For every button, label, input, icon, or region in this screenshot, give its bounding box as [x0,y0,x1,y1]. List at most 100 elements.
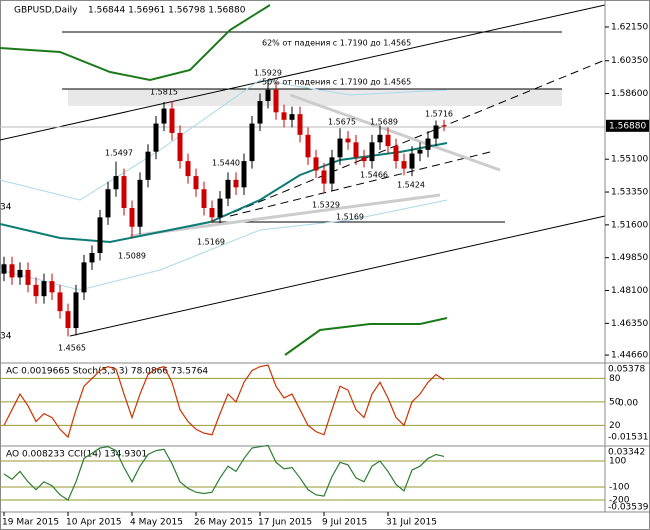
zone [68,89,562,106]
y-tick-label: 1.55100 [611,155,648,165]
x-tick-label: 9 Jul 2015 [322,518,367,528]
candle-body [169,108,175,133]
window-title: GBPUSD,Daily [14,6,78,16]
candle-body [1,264,7,274]
candle-body [345,138,351,143]
y-tick-label: 1.62150 [611,22,648,32]
x-tick-label: 26 May 2015 [194,518,253,528]
candle-body [361,157,367,162]
candle-body [321,170,327,184]
candle-body [217,198,223,218]
candle-body [329,157,335,184]
x-tick-label: 31 Jul 2015 [386,518,437,528]
axis-label: -0.01531 [608,433,648,443]
trend-line [209,59,606,223]
envelope [284,317,448,356]
candle-body [105,189,111,218]
candle-body [385,134,391,147]
candle-body [337,138,343,158]
envelope [0,4,271,82]
candle-body [369,142,375,162]
candle-body [305,134,311,158]
indicator-line [3,364,445,439]
annotation: 1.5675 [328,118,356,127]
candle-body [73,292,79,329]
candle-body [129,207,135,227]
pattern-line [289,93,501,172]
ohlc-header: 1.56844 1.56961 1.56798 1.56880 [88,6,246,16]
y-tick-label: 50 [609,397,621,407]
indicator-title: AC 0.0019665 Stoch(5,3,3) 78.0866 73.576… [6,367,208,377]
candle-body [417,149,423,154]
candle-body [145,151,151,180]
x-tick-label: 4 May 2015 [130,518,183,528]
price-label: 1.56880 [609,121,646,131]
channel-line [0,4,606,141]
candle-body [137,179,143,227]
candle-body [49,281,55,293]
annotation: 1.5089 [118,252,146,261]
candle-body [9,264,15,278]
candle-body [121,176,127,208]
y-tick-label: -100 [609,483,630,493]
candle-body [97,217,103,254]
candle-body [25,269,31,285]
axis-label: 0.00 [618,399,638,409]
annotation: 1.5169 [336,213,364,222]
annotation: 50% от падения с 1.7190 до 1.4565 [262,78,411,87]
trend-line [229,151,491,217]
candle-body [161,108,167,124]
annotation: 1.5815 [150,88,178,97]
annotation: 62% от падения с 1.7190 до 1.4565 [262,39,411,48]
axis-label: -0.03539 [608,503,649,513]
annotation: 1.5440 [212,159,240,168]
y-tick-label: 1.46350 [611,319,648,329]
y-tick-label: 1.60350 [611,56,648,66]
candle-body [233,179,239,188]
candle-body [241,161,247,188]
candle-body [425,138,431,150]
price-box [606,119,649,132]
candle-body [65,311,71,329]
annotation: 1.4565 [58,344,86,353]
candle-body [281,112,287,120]
annotation: 1.5329 [312,201,340,210]
candle-body [249,123,255,162]
candle-body [377,134,383,143]
candle-body [409,153,415,169]
cut-label: 34 [0,332,12,342]
annotation: 1.5689 [370,118,398,127]
candle-body [57,292,63,312]
y-tick-label: 1.58600 [611,89,648,99]
candle-body [113,176,119,190]
annotation: 1.5497 [105,149,133,158]
candle-body [257,101,263,124]
candle-body [289,114,295,120]
annotation: 1.5466 [360,171,388,180]
annotation: 1.5424 [397,181,425,190]
pattern-line [129,193,441,238]
x-tick-label: 19 Mar 2015 [2,518,59,528]
candle-body [313,157,319,171]
candle-body [153,123,159,152]
y-tick-label: -200 [609,496,630,506]
y-tick-label: 20 [609,421,621,431]
candle-body [265,89,271,102]
candle-body [353,142,359,158]
x-tick-label: 17 Jun 2015 [258,518,312,528]
y-tick-label: 100 [609,457,626,467]
y-tick-label: 1.51600 [611,220,648,230]
candle-body [209,207,215,218]
candle-body [401,161,407,169]
candle-body [393,146,399,162]
candle-body [33,284,39,297]
candle-body [17,269,23,278]
band [0,199,448,291]
annotation: 1.5716 [425,110,453,119]
indicator-title: AO 0.008233 CCI(14) 134.9301 [6,450,147,460]
channel-line [69,215,606,337]
y-tick-label: 80 [609,374,621,384]
x-tick-label: 10 Apr 2015 [66,518,122,528]
candle-body [81,262,87,293]
